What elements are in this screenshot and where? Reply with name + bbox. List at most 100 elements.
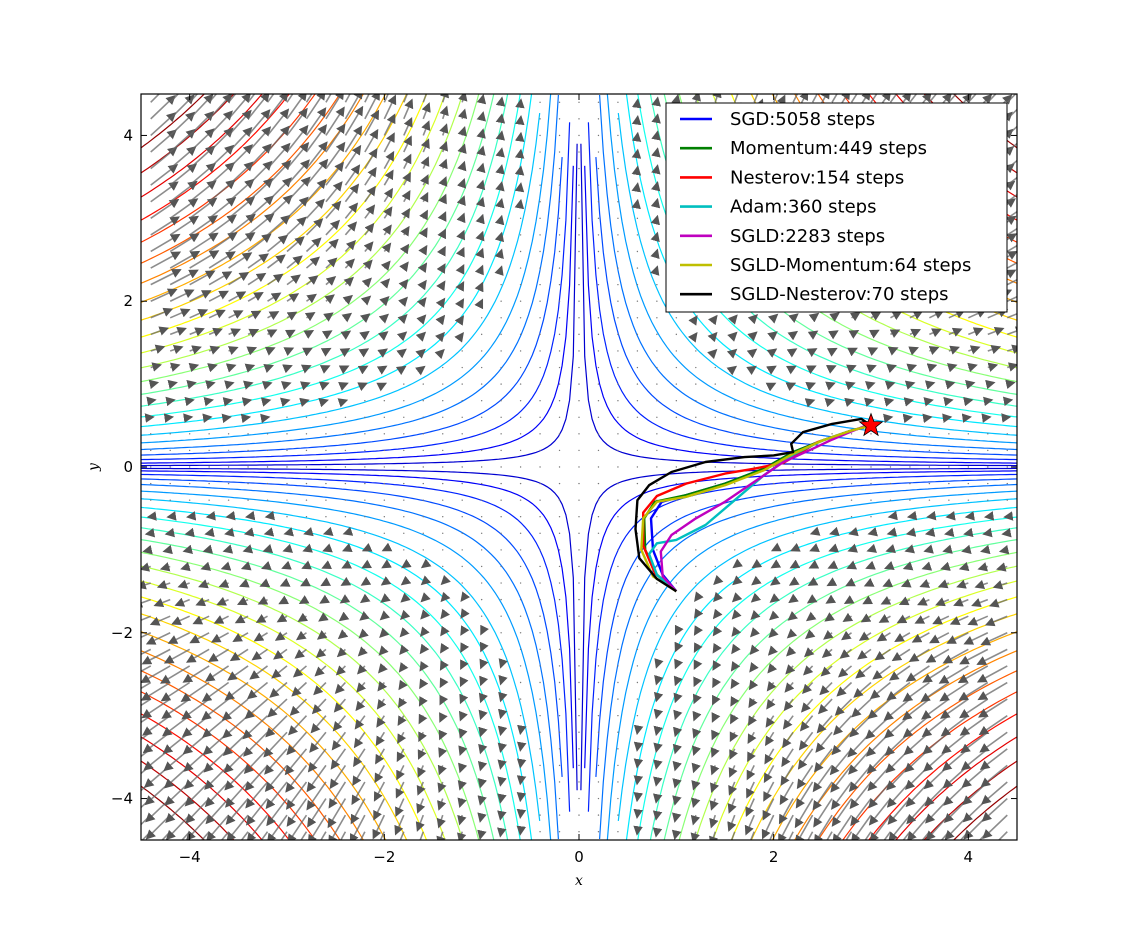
quiver-arrow xyxy=(261,380,273,390)
quiver-arrow xyxy=(653,759,663,770)
quiver-dot xyxy=(597,748,600,750)
quiver-arrow xyxy=(825,365,837,374)
quiver-dot xyxy=(695,416,697,418)
quiver-dot xyxy=(656,466,658,468)
quiver-dot xyxy=(403,549,405,551)
quiver-dot xyxy=(578,565,580,568)
quiver-arrow xyxy=(872,665,891,680)
quiver-dot xyxy=(169,449,171,452)
quiver-arrow xyxy=(227,94,252,120)
quiver-arrow xyxy=(400,592,411,603)
quiver-arrow xyxy=(379,831,386,840)
quiver-arrow xyxy=(805,611,817,622)
quiver-dot xyxy=(675,449,678,452)
quiver-arrow xyxy=(817,698,833,715)
quiver-dot xyxy=(850,516,853,518)
quiver-dot xyxy=(617,764,619,767)
quiver-arrow xyxy=(292,665,307,678)
quiver-arrow xyxy=(286,798,308,827)
quiver-dot xyxy=(519,283,522,286)
quiver-arrow xyxy=(731,609,742,620)
quiver-arrow xyxy=(286,94,294,103)
quiver-arrow xyxy=(709,798,719,811)
quiver-arrow xyxy=(968,327,984,337)
quiver-arrow xyxy=(905,665,930,682)
quiver-arrow xyxy=(940,561,951,571)
quiver-dot xyxy=(714,399,716,402)
quiver-dot xyxy=(636,433,639,435)
quiver-dot xyxy=(208,482,210,485)
quiver-dot xyxy=(617,283,619,286)
quiver-arrow xyxy=(286,311,298,321)
quiver-dot xyxy=(734,383,736,385)
quiver-arrow xyxy=(169,180,198,203)
quiver-arrow xyxy=(208,290,229,302)
quiver-dot xyxy=(792,532,794,535)
quiver-arrow xyxy=(375,731,386,747)
quiver-arrow xyxy=(253,632,268,642)
contour-line xyxy=(141,94,533,428)
quiver-arrow xyxy=(712,677,722,689)
quiver-arrow xyxy=(150,307,174,319)
quiver-arrow xyxy=(379,610,391,621)
quiver-arrow xyxy=(281,560,292,570)
quiver-arrow xyxy=(764,748,775,765)
quiver-arrow xyxy=(788,831,794,840)
quiver-dot xyxy=(150,499,152,501)
quiver-arrow xyxy=(319,594,330,604)
quiver-arrow xyxy=(318,612,329,622)
quiver-arrow xyxy=(344,240,356,253)
quiver-arrow xyxy=(189,94,199,103)
quiver-dot xyxy=(519,615,522,617)
quiver-dot xyxy=(461,449,463,452)
quiver-arrow xyxy=(691,780,701,791)
quiver-dot xyxy=(480,532,483,535)
trajectory-markers xyxy=(858,412,884,437)
quiver-arrow xyxy=(164,527,175,538)
quiver-arrow xyxy=(358,348,370,358)
quiver-arrow xyxy=(454,315,465,326)
quiver-dot xyxy=(617,217,619,220)
quiver-arrow xyxy=(437,211,447,222)
quiver-arrow xyxy=(162,544,173,555)
quiver-dot xyxy=(539,350,541,352)
quiver-dot xyxy=(617,399,619,402)
quiver-arrow xyxy=(305,237,322,253)
quiver-dot xyxy=(695,482,697,485)
quiver-arrow xyxy=(150,288,178,302)
quiver-arrow xyxy=(924,527,936,537)
quiver-dot xyxy=(772,482,775,485)
quiver-dot xyxy=(656,383,658,385)
quiver-arrow xyxy=(710,781,720,794)
quiver-arrow xyxy=(169,94,180,103)
quiver-arrow xyxy=(497,793,507,804)
quiver-dot xyxy=(850,499,853,501)
quiver-dot xyxy=(967,466,970,468)
quiver-arrow xyxy=(380,593,391,603)
quiver-arrow xyxy=(815,731,833,753)
quiver-arrow xyxy=(383,94,397,120)
quiver-dot xyxy=(539,797,541,800)
quiver-arrow xyxy=(352,764,366,787)
quiver-arrow xyxy=(730,678,740,690)
quiver-arrow xyxy=(1002,396,1014,407)
quiver-arrow xyxy=(309,731,327,753)
quiver-arrow xyxy=(479,641,489,653)
quiver-arrow xyxy=(974,579,989,590)
quiver-arrow xyxy=(169,289,195,302)
quiver-arrow xyxy=(341,312,353,323)
quiver-dot xyxy=(500,582,502,584)
quiver-dot xyxy=(461,565,463,568)
quiver-arrow xyxy=(673,675,683,687)
quiver-arrow xyxy=(316,630,328,640)
quiver-dot xyxy=(422,516,424,518)
quiver-dot xyxy=(578,283,580,286)
quiver-dot xyxy=(734,516,736,518)
quiver-dot xyxy=(578,151,580,153)
quiver-dot xyxy=(597,665,600,667)
quiver-arrow xyxy=(889,94,898,103)
quiver-arrow xyxy=(205,798,230,825)
quiver-arrow xyxy=(948,345,960,355)
quiver-dot xyxy=(578,416,580,418)
